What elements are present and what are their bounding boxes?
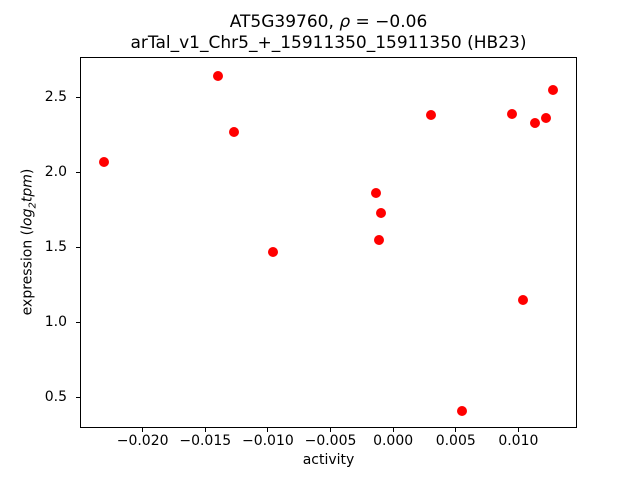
title-gene-id: AT5G39760, bbox=[229, 12, 340, 32]
x-tick-mark bbox=[267, 428, 269, 432]
y-label-math: log2tpm bbox=[19, 174, 39, 230]
chart-title-line1: AT5G39760, ρ = −0.06 bbox=[80, 12, 577, 33]
y-tick-mark bbox=[76, 246, 80, 248]
chart-title: AT5G39760, ρ = −0.06 arTal_v1_Chr5_+_159… bbox=[80, 12, 577, 54]
x-axis-label: activity bbox=[302, 452, 355, 468]
y-tick-label: 2.0 bbox=[44, 164, 67, 181]
plot-area bbox=[80, 57, 577, 428]
y-tick-mark bbox=[76, 96, 80, 98]
y-tick-mark bbox=[76, 396, 80, 398]
data-point bbox=[267, 246, 278, 257]
rho-symbol: ρ bbox=[339, 12, 351, 32]
x-tick-label: −0.005 bbox=[304, 433, 357, 449]
x-tick-label: −0.015 bbox=[179, 433, 232, 449]
y-tick-label: 0.5 bbox=[44, 389, 67, 406]
data-point bbox=[540, 113, 551, 124]
data-point bbox=[370, 188, 381, 199]
data-point bbox=[229, 126, 240, 137]
x-tick-mark bbox=[330, 428, 331, 432]
x-tick-mark bbox=[455, 428, 457, 432]
data-point bbox=[98, 156, 109, 167]
data-point bbox=[507, 108, 518, 119]
data-point bbox=[548, 84, 559, 95]
title-rho-value: = −0.06 bbox=[350, 12, 428, 32]
data-point bbox=[212, 71, 223, 82]
data-point bbox=[518, 294, 529, 305]
x-tick-mark bbox=[517, 428, 519, 432]
x-tick-mark bbox=[392, 428, 394, 432]
chart-title-line2: arTal_v1_Chr5_+_15911350_15911350 (HB23) bbox=[130, 33, 527, 53]
y-tick-mark bbox=[76, 321, 80, 323]
x-tick-label: −0.010 bbox=[241, 433, 294, 449]
y-tick-label: 1.0 bbox=[44, 314, 67, 331]
x-tick-label: −0.020 bbox=[116, 433, 169, 449]
x-tick-label: 0.005 bbox=[435, 433, 476, 449]
y-tick-label: 1.5 bbox=[44, 239, 67, 256]
x-tick-label: 0.010 bbox=[498, 433, 539, 449]
x-tick-label: 0.000 bbox=[373, 433, 414, 449]
data-point bbox=[425, 110, 436, 121]
x-tick-mark bbox=[204, 428, 206, 432]
data-point bbox=[529, 117, 540, 128]
data-point bbox=[457, 405, 468, 416]
y-tick-mark bbox=[76, 171, 80, 173]
x-tick-mark bbox=[142, 428, 144, 432]
data-point bbox=[374, 234, 385, 245]
y-tick-label: 2.5 bbox=[44, 89, 67, 106]
data-point bbox=[375, 207, 386, 218]
